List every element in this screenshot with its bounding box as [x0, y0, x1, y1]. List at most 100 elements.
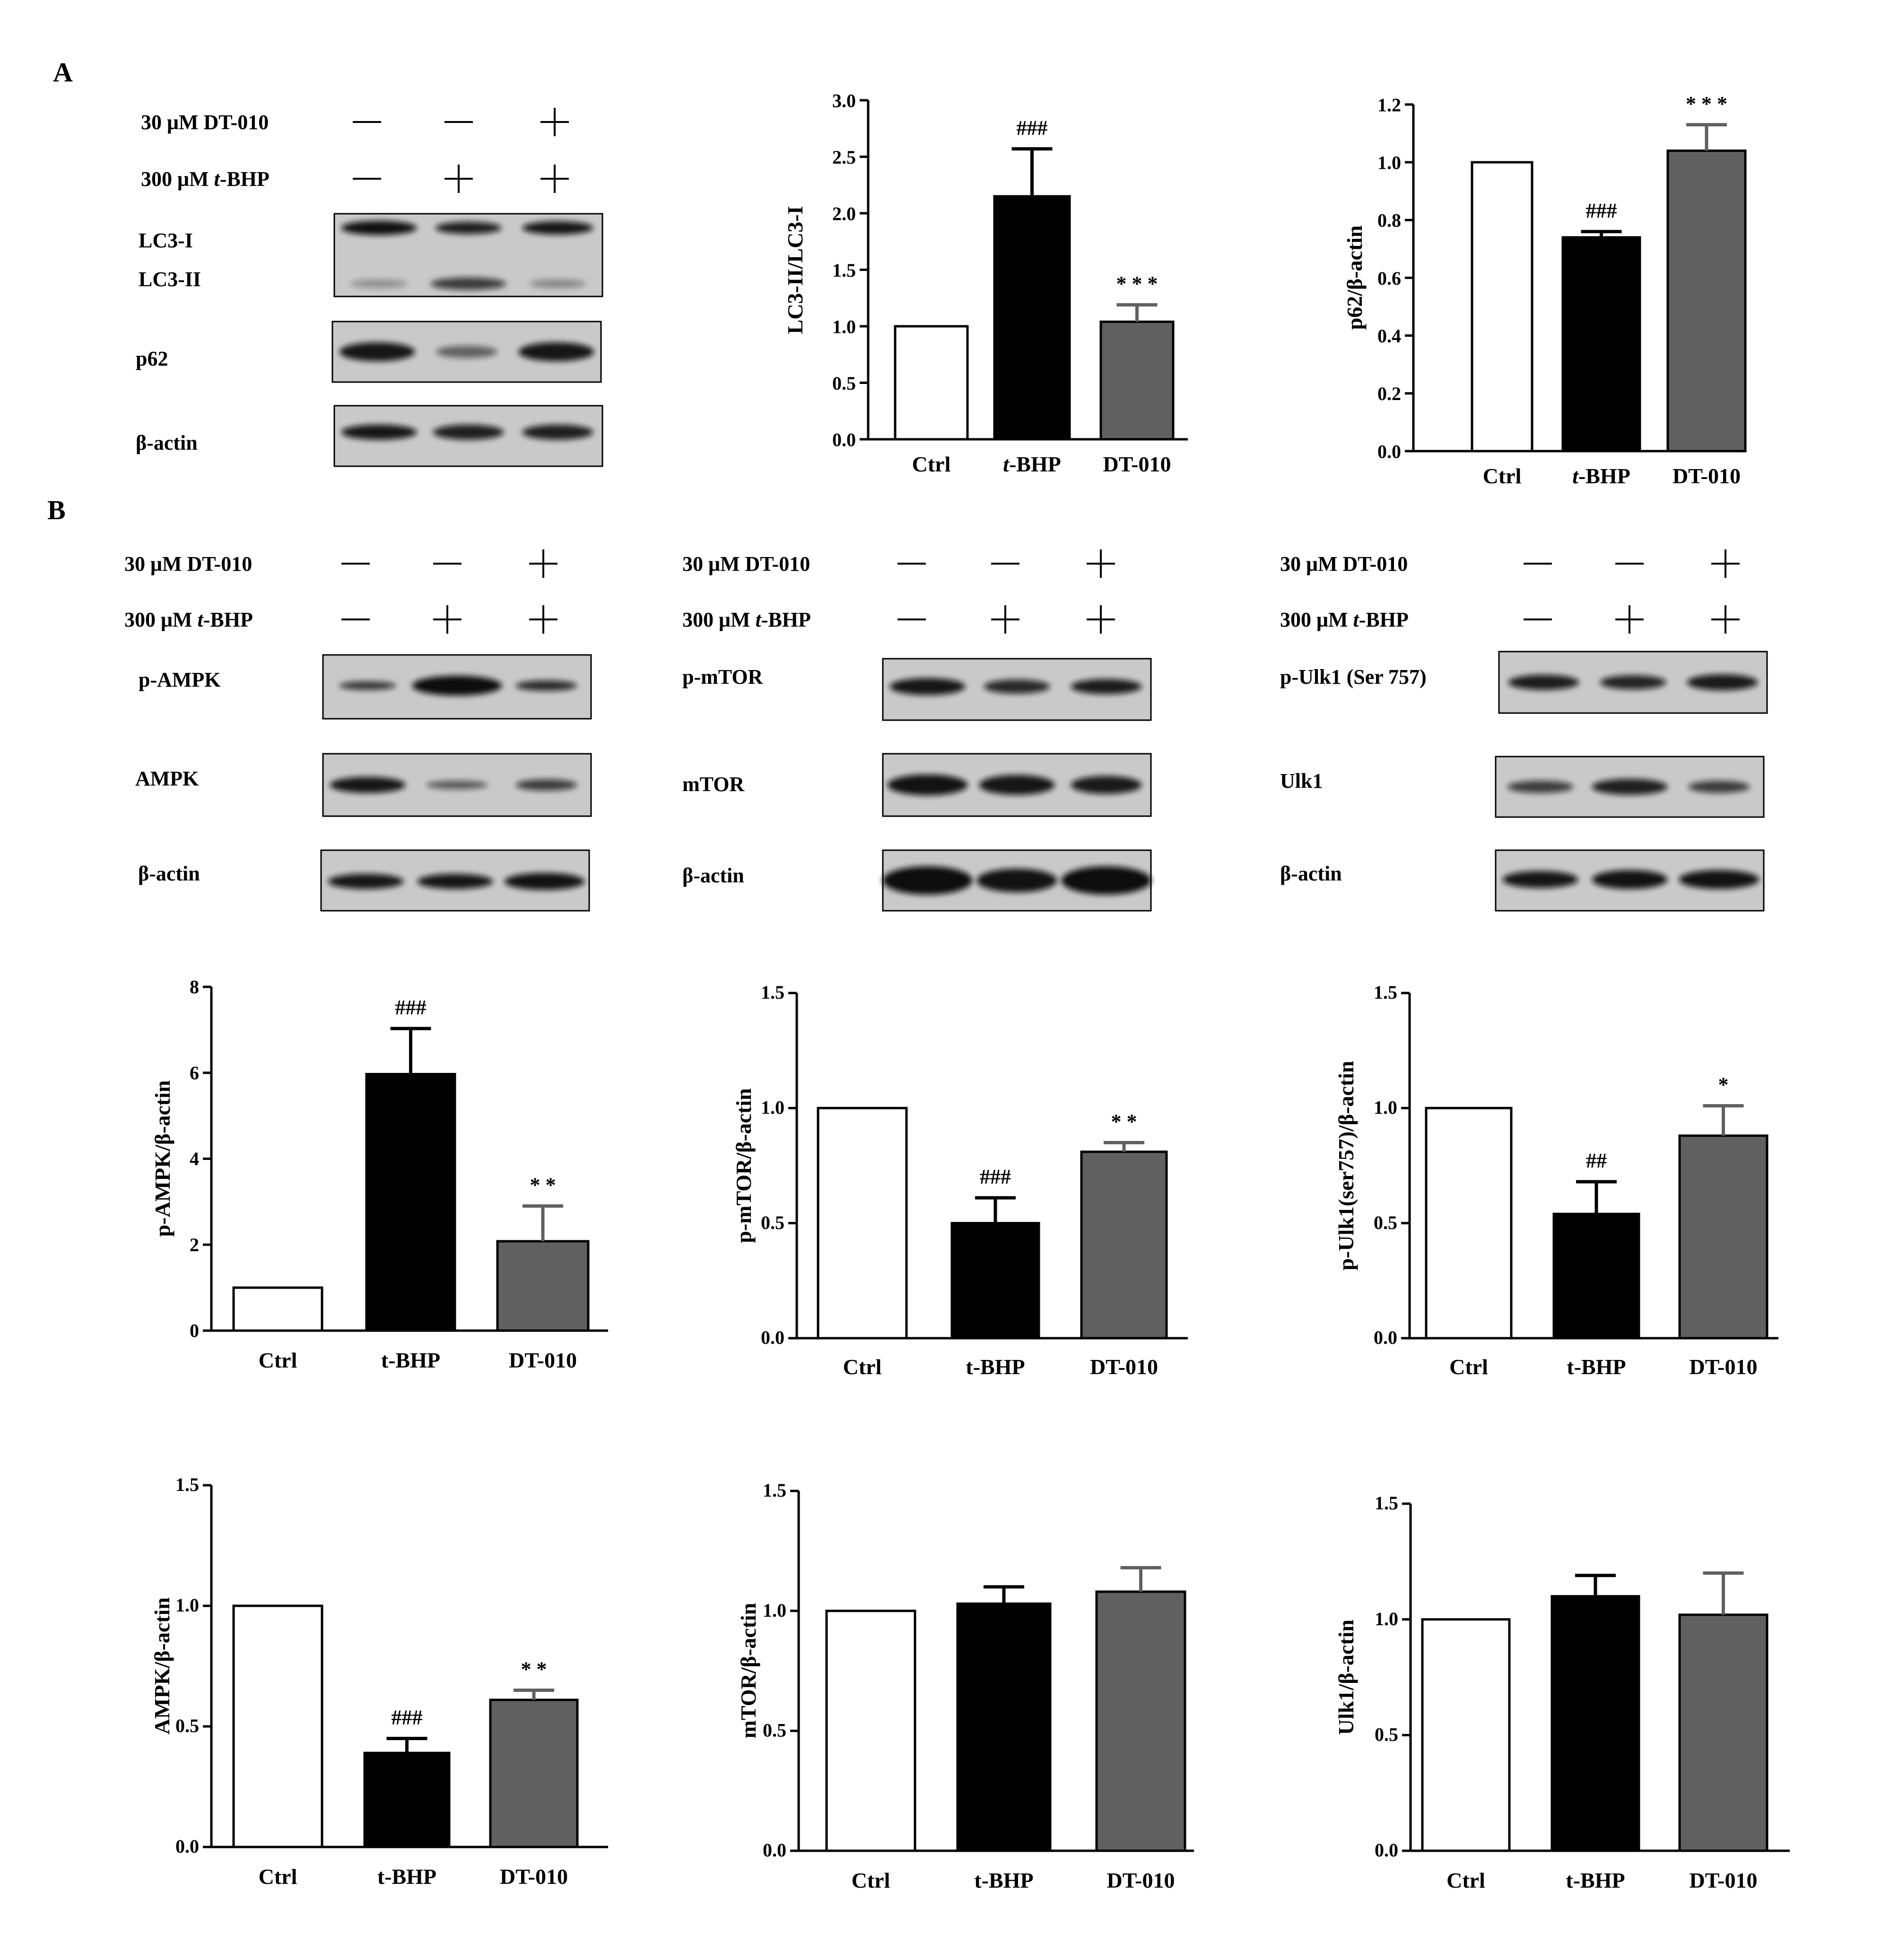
blot-label-mtor: mTOR — [682, 773, 745, 796]
chart-pampk: Ctrl ### t-BHP * * DT-010 0 2 4 6 8 p-AMPK/β-actin — [150, 976, 608, 1372]
bar-ampk-1 — [232, 1604, 323, 1848]
error-bar-pmtor-2 — [975, 1196, 1016, 1223]
y-tick-label-lc3-3: 1.5 — [832, 260, 856, 281]
category-label-lc3-2: t-BHP — [1003, 452, 1061, 476]
blot-strip-actin-b1 — [320, 849, 590, 912]
blot-strip-ulk1 — [1495, 756, 1765, 818]
bar-charts: Ctrl ### t-BHP * * * DT-010 0.0 0.5 1.0 1.5 2.0 2.… — [150, 90, 1790, 1892]
lane-mark-tbhp-a-3 — [540, 165, 569, 193]
category-label-ulk1-3: DT-010 — [1690, 1868, 1758, 1892]
y-tick-label-pulk1-1: 0.5 — [1374, 1212, 1397, 1233]
treatment-label-tbhp-b1: 300 μM t-BHP — [124, 608, 253, 631]
blot-label-p-ulk1: p-Ulk1 (Ser 757) — [1280, 665, 1427, 688]
significance-p62-3: * * * — [1686, 92, 1727, 115]
bar-ulk1-3 — [1678, 1613, 1768, 1852]
y-tick-label-pmtor-3: 1.5 — [761, 982, 784, 1003]
y-tick-label-pampk-4: 8 — [190, 976, 199, 998]
y-tick-label-p62-6: 1.2 — [1377, 94, 1401, 115]
panel-letter-b: B — [47, 495, 66, 525]
bar-ampk-3 — [489, 1699, 579, 1848]
treatment-label-tbhp-b2: 300 μM t-BHP — [682, 608, 811, 631]
blot-strip-p-ampk — [322, 654, 592, 720]
lane-mark-dt-b3-3 — [1711, 549, 1740, 578]
y-tick-label-pulk1-0: 0.0 — [1374, 1327, 1397, 1348]
chart-p62: Ctrl ### t-BHP * * * DT-010 0.0 0.2 0.4 0.6 0.8 1.… — [1342, 92, 1747, 488]
y-tick-label-ulk1-2: 1.0 — [1375, 1608, 1398, 1629]
category-label-pulk1-2: t-BHP — [1567, 1355, 1626, 1379]
y-tick-label-ampk-3: 1.5 — [175, 1474, 199, 1495]
y-axis-label-mtor: mTOR/β-actin — [736, 1603, 760, 1739]
y-tick-label-lc3-6: 3.0 — [832, 90, 856, 111]
y-tick-label-p62-5: 1.0 — [1377, 152, 1401, 174]
blot-label-p-mtor: p-mTOR — [682, 665, 764, 688]
category-label-mtor-1: Ctrl — [852, 1868, 890, 1892]
y-tick-label-mtor-1: 0.5 — [763, 1720, 786, 1741]
panel-letter-a: A — [53, 57, 73, 87]
significance-lc3-3: * * * — [1116, 272, 1158, 296]
significance-ampk-3: * * — [521, 1658, 547, 1681]
y-tick-label-p62-0: 0.0 — [1377, 441, 1401, 462]
chart-pulk1: Ctrl ## t-BHP * DT-010 0.0 0.5 1.0 1.5 p-Ulk1(ser… — [1334, 982, 1778, 1379]
y-tick-label-lc3-5: 2.5 — [832, 147, 856, 168]
blot-label-p62: p62 — [136, 347, 168, 370]
lane-mark-dt-b2-3 — [1087, 549, 1115, 578]
y-tick-label-pampk-3: 6 — [190, 1062, 199, 1083]
chart-pmtor: Ctrl ### t-BHP * * DT-010 0.0 0.5 1.0 1.5 p-mTOR/… — [732, 982, 1188, 1379]
error-bar-mtor-2 — [984, 1585, 1024, 1604]
category-label-p62-2: t-BHP — [1572, 464, 1630, 488]
bar-ulk1-2 — [1551, 1595, 1640, 1852]
blot-label-a-actin: β-actin — [136, 431, 198, 454]
category-label-pulk1-3: DT-010 — [1690, 1355, 1758, 1379]
category-label-mtor-3: DT-010 — [1107, 1868, 1175, 1892]
treatment-label-dt010-b3: 30 μM DT-010 — [1280, 552, 1408, 575]
y-tick-label-pmtor-1: 0.5 — [761, 1212, 784, 1233]
significance-pampk-2: ### — [395, 996, 427, 1019]
bar-pulk1-3 — [1678, 1134, 1768, 1340]
y-tick-label-lc3-0: 0.0 — [832, 429, 856, 450]
blot-strip-actin-b3 — [1495, 849, 1765, 912]
y-tick-label-p62-1: 0.2 — [1377, 383, 1401, 404]
y-tick-label-lc3-1: 0.5 — [832, 373, 856, 394]
blot-strip-p-ulk1 — [1498, 651, 1768, 714]
blot-label-b3-actin: β-actin — [1280, 862, 1342, 885]
blot-strip-lc3 — [333, 213, 603, 297]
treatment-label-dt010-b2: 30 μM DT-010 — [682, 552, 810, 575]
blot-label-p-ampk: p-AMPK — [139, 668, 221, 691]
category-label-lc3-3: DT-010 — [1103, 452, 1171, 476]
treatment-rows: 30 μM DT-010 300 μM t-BHP 30 μM DT-010 300 … — [124, 108, 1740, 634]
lane-mark-tbhp-b1-3 — [529, 605, 558, 634]
category-label-pulk1-1: Ctrl — [1449, 1355, 1488, 1379]
category-label-ampk-3: DT-010 — [500, 1864, 568, 1889]
lane-mark-dt-a-3 — [540, 108, 569, 136]
category-label-pmtor-1: Ctrl — [843, 1355, 882, 1379]
category-label-p62-3: DT-010 — [1673, 464, 1741, 488]
error-bar-lc3-3 — [1116, 303, 1158, 322]
category-label-pampk-1: Ctrl — [259, 1348, 297, 1372]
error-bar-p62-3 — [1686, 123, 1727, 151]
y-tick-label-mtor-2: 1.0 — [763, 1600, 786, 1621]
lane-mark-tbhp-b1-2 — [433, 605, 462, 634]
lane-mark-tbhp-b2-3 — [1087, 605, 1115, 634]
error-bar-ulk1-2 — [1575, 1574, 1616, 1596]
error-bar-ulk1-3 — [1703, 1571, 1744, 1615]
lane-mark-tbhp-a-2 — [444, 165, 473, 193]
y-axis-label-ampk: AMPK/β-actin — [150, 1597, 174, 1734]
chart-ulk1: Ctrl t-BHP DT-010 0.0 0.5 1.0 1.5 Ulk1/β-actin — [1334, 1492, 1790, 1892]
significance-ampk-2: ### — [392, 1706, 423, 1729]
blot-strip-actin-b2 — [882, 849, 1152, 912]
blot-label-ampk: AMPK — [135, 767, 199, 790]
error-bar-pulk1-2 — [1576, 1180, 1617, 1214]
y-tick-label-lc3-4: 2.0 — [832, 203, 856, 224]
significance-pmtor-3: * * — [1111, 1110, 1137, 1133]
bar-pampk-3 — [496, 1240, 590, 1332]
y-tick-label-pampk-1: 2 — [190, 1234, 199, 1255]
chart-mtor: Ctrl t-BHP DT-010 0.0 0.5 1.0 1.5 mTOR/β-actin — [736, 1480, 1194, 1892]
bar-pampk-1 — [232, 1286, 323, 1332]
treatment-label-dt010-b1: 30 μM DT-010 — [124, 552, 252, 575]
western-blots — [320, 213, 1768, 912]
category-label-pampk-2: t-BHP — [381, 1348, 440, 1372]
blot-strip-ampk — [322, 753, 592, 817]
significance-pampk-3: * * — [530, 1173, 556, 1196]
y-tick-label-ulk1-0: 0.0 — [1375, 1839, 1398, 1861]
